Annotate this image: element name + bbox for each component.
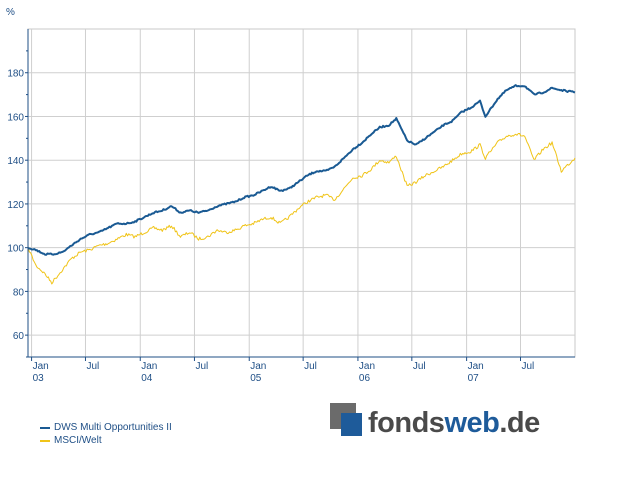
xtick-label-9: Jul bbox=[522, 361, 535, 372]
ytick-label-180: 180 bbox=[7, 69, 24, 80]
legend-label-dws: DWS Multi Opportunities II bbox=[54, 422, 172, 433]
plot-area bbox=[27, 28, 576, 358]
xtick-label-1: Jul bbox=[86, 361, 99, 372]
xtick-label-0: Jan bbox=[33, 361, 49, 372]
xtick-sublabel-2: 04 bbox=[141, 373, 153, 384]
logo-mark-square bbox=[341, 413, 362, 436]
plot-frame bbox=[27, 28, 576, 358]
legend-item-msci: MSCI/Welt bbox=[40, 434, 172, 447]
series-layer bbox=[27, 84, 576, 285]
xtick-sublabel-8: 07 bbox=[468, 373, 480, 384]
xtick-sublabel-0: 03 bbox=[33, 373, 45, 384]
ytick-label-100: 100 bbox=[7, 244, 24, 255]
logo-text-part1: fonds bbox=[368, 407, 445, 439]
logo-text: fondsweb.de bbox=[368, 407, 540, 439]
fondsweb-logo: fondsweb.de bbox=[330, 403, 540, 443]
series-line-msci bbox=[27, 133, 576, 285]
xtick-label-6: Jan bbox=[359, 361, 375, 372]
xtick-label-8: Jan bbox=[468, 361, 484, 372]
ytick-label-120: 120 bbox=[7, 200, 24, 211]
legend-item-dws: DWS Multi Opportunities II bbox=[40, 421, 172, 434]
legend-swatch-msci bbox=[40, 439, 50, 442]
logo-text-part2: web bbox=[444, 407, 500, 439]
legend: DWS Multi Opportunities II MSCI/Welt bbox=[40, 421, 172, 447]
xtick-label-5: Jul bbox=[304, 361, 317, 372]
logo-mark-icon bbox=[330, 403, 362, 436]
ytick-label-80: 80 bbox=[13, 287, 25, 298]
ytick-label-140: 140 bbox=[7, 156, 24, 167]
logo-text-part3: .de bbox=[499, 407, 540, 439]
grid bbox=[28, 29, 575, 357]
legend-swatch-dws bbox=[40, 426, 50, 429]
xtick-label-2: Jan bbox=[141, 361, 157, 372]
series-line-dws bbox=[27, 84, 576, 256]
ytick-label-160: 160 bbox=[7, 112, 24, 123]
y-axis-unit-label: % bbox=[6, 7, 15, 18]
xtick-sublabel-4: 05 bbox=[250, 373, 262, 384]
xtick-label-4: Jan bbox=[250, 361, 266, 372]
axes bbox=[25, 29, 575, 361]
ytick-label-60: 60 bbox=[13, 331, 25, 342]
xtick-label-7: Jul bbox=[413, 361, 426, 372]
xtick-sublabel-6: 06 bbox=[359, 373, 371, 384]
legend-label-msci: MSCI/Welt bbox=[54, 435, 102, 446]
xtick-label-3: Jul bbox=[195, 361, 208, 372]
